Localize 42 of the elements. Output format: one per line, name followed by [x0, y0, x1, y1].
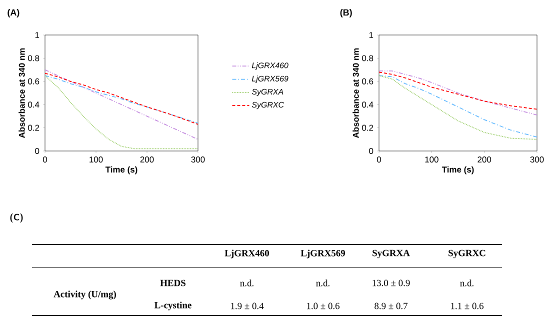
y-tick-label: 0.4	[28, 102, 40, 108]
x-tick-label: 200	[478, 156, 492, 163]
y-tick-label: 0.6	[28, 78, 40, 84]
text: SyGRXA	[372, 250, 410, 258]
text: 1.1 ± 0.6	[451, 302, 484, 310]
y-tick-label: 0	[35, 148, 40, 154]
text: n.d.	[460, 280, 474, 286]
y-axis-title: Absorbance at 340 nm	[352, 48, 359, 138]
y-tick-label: 0.4	[362, 102, 374, 108]
y-tick-label: 0.8	[28, 55, 40, 62]
x-tick-label: 300	[530, 156, 544, 163]
y-tick-label: 1	[369, 32, 374, 38]
text: 13.0 ± 0.9	[372, 280, 410, 286]
x-axis-title: Time (s)	[442, 166, 474, 174]
y-tick-label: 0.6	[362, 78, 374, 84]
x-tick-label: 0	[376, 156, 382, 163]
text: (C)	[10, 214, 23, 222]
y-tick-label: 0.2	[28, 124, 40, 131]
x-tick-label: 300	[191, 156, 205, 163]
y-tick-label: 0.8	[362, 55, 374, 62]
text: n.d.	[316, 280, 330, 286]
x-tick-label: 200	[140, 156, 154, 163]
text: LjGRX569	[300, 250, 346, 258]
text: 1.9 ± 0.4	[231, 302, 264, 310]
text: SyGRXC	[448, 250, 486, 258]
x-axis-title: Time (s)	[105, 166, 138, 174]
text: L-cystine	[154, 302, 192, 310]
text: 8.9 ± 0.7	[374, 302, 408, 310]
y-tick-label: 0.2	[362, 124, 374, 131]
x-tick-label: 0	[42, 156, 48, 163]
x-tick-label: 100	[425, 156, 438, 163]
y-tick-label: 0	[369, 148, 374, 154]
x-tick-label: 100	[90, 156, 103, 163]
text: Activity (U/mg)	[54, 290, 116, 300]
y-tick-label: 1	[35, 32, 40, 38]
chart-title: (B)	[340, 9, 352, 18]
y-axis-title: Absorbance at 340 nm	[18, 48, 25, 138]
text: 1.0 ± 0.6	[307, 302, 340, 310]
text: LjGRX460	[224, 250, 269, 258]
text: HEDS	[160, 280, 186, 286]
chart-title: (A)	[8, 9, 20, 18]
text: n.d.	[240, 280, 254, 286]
